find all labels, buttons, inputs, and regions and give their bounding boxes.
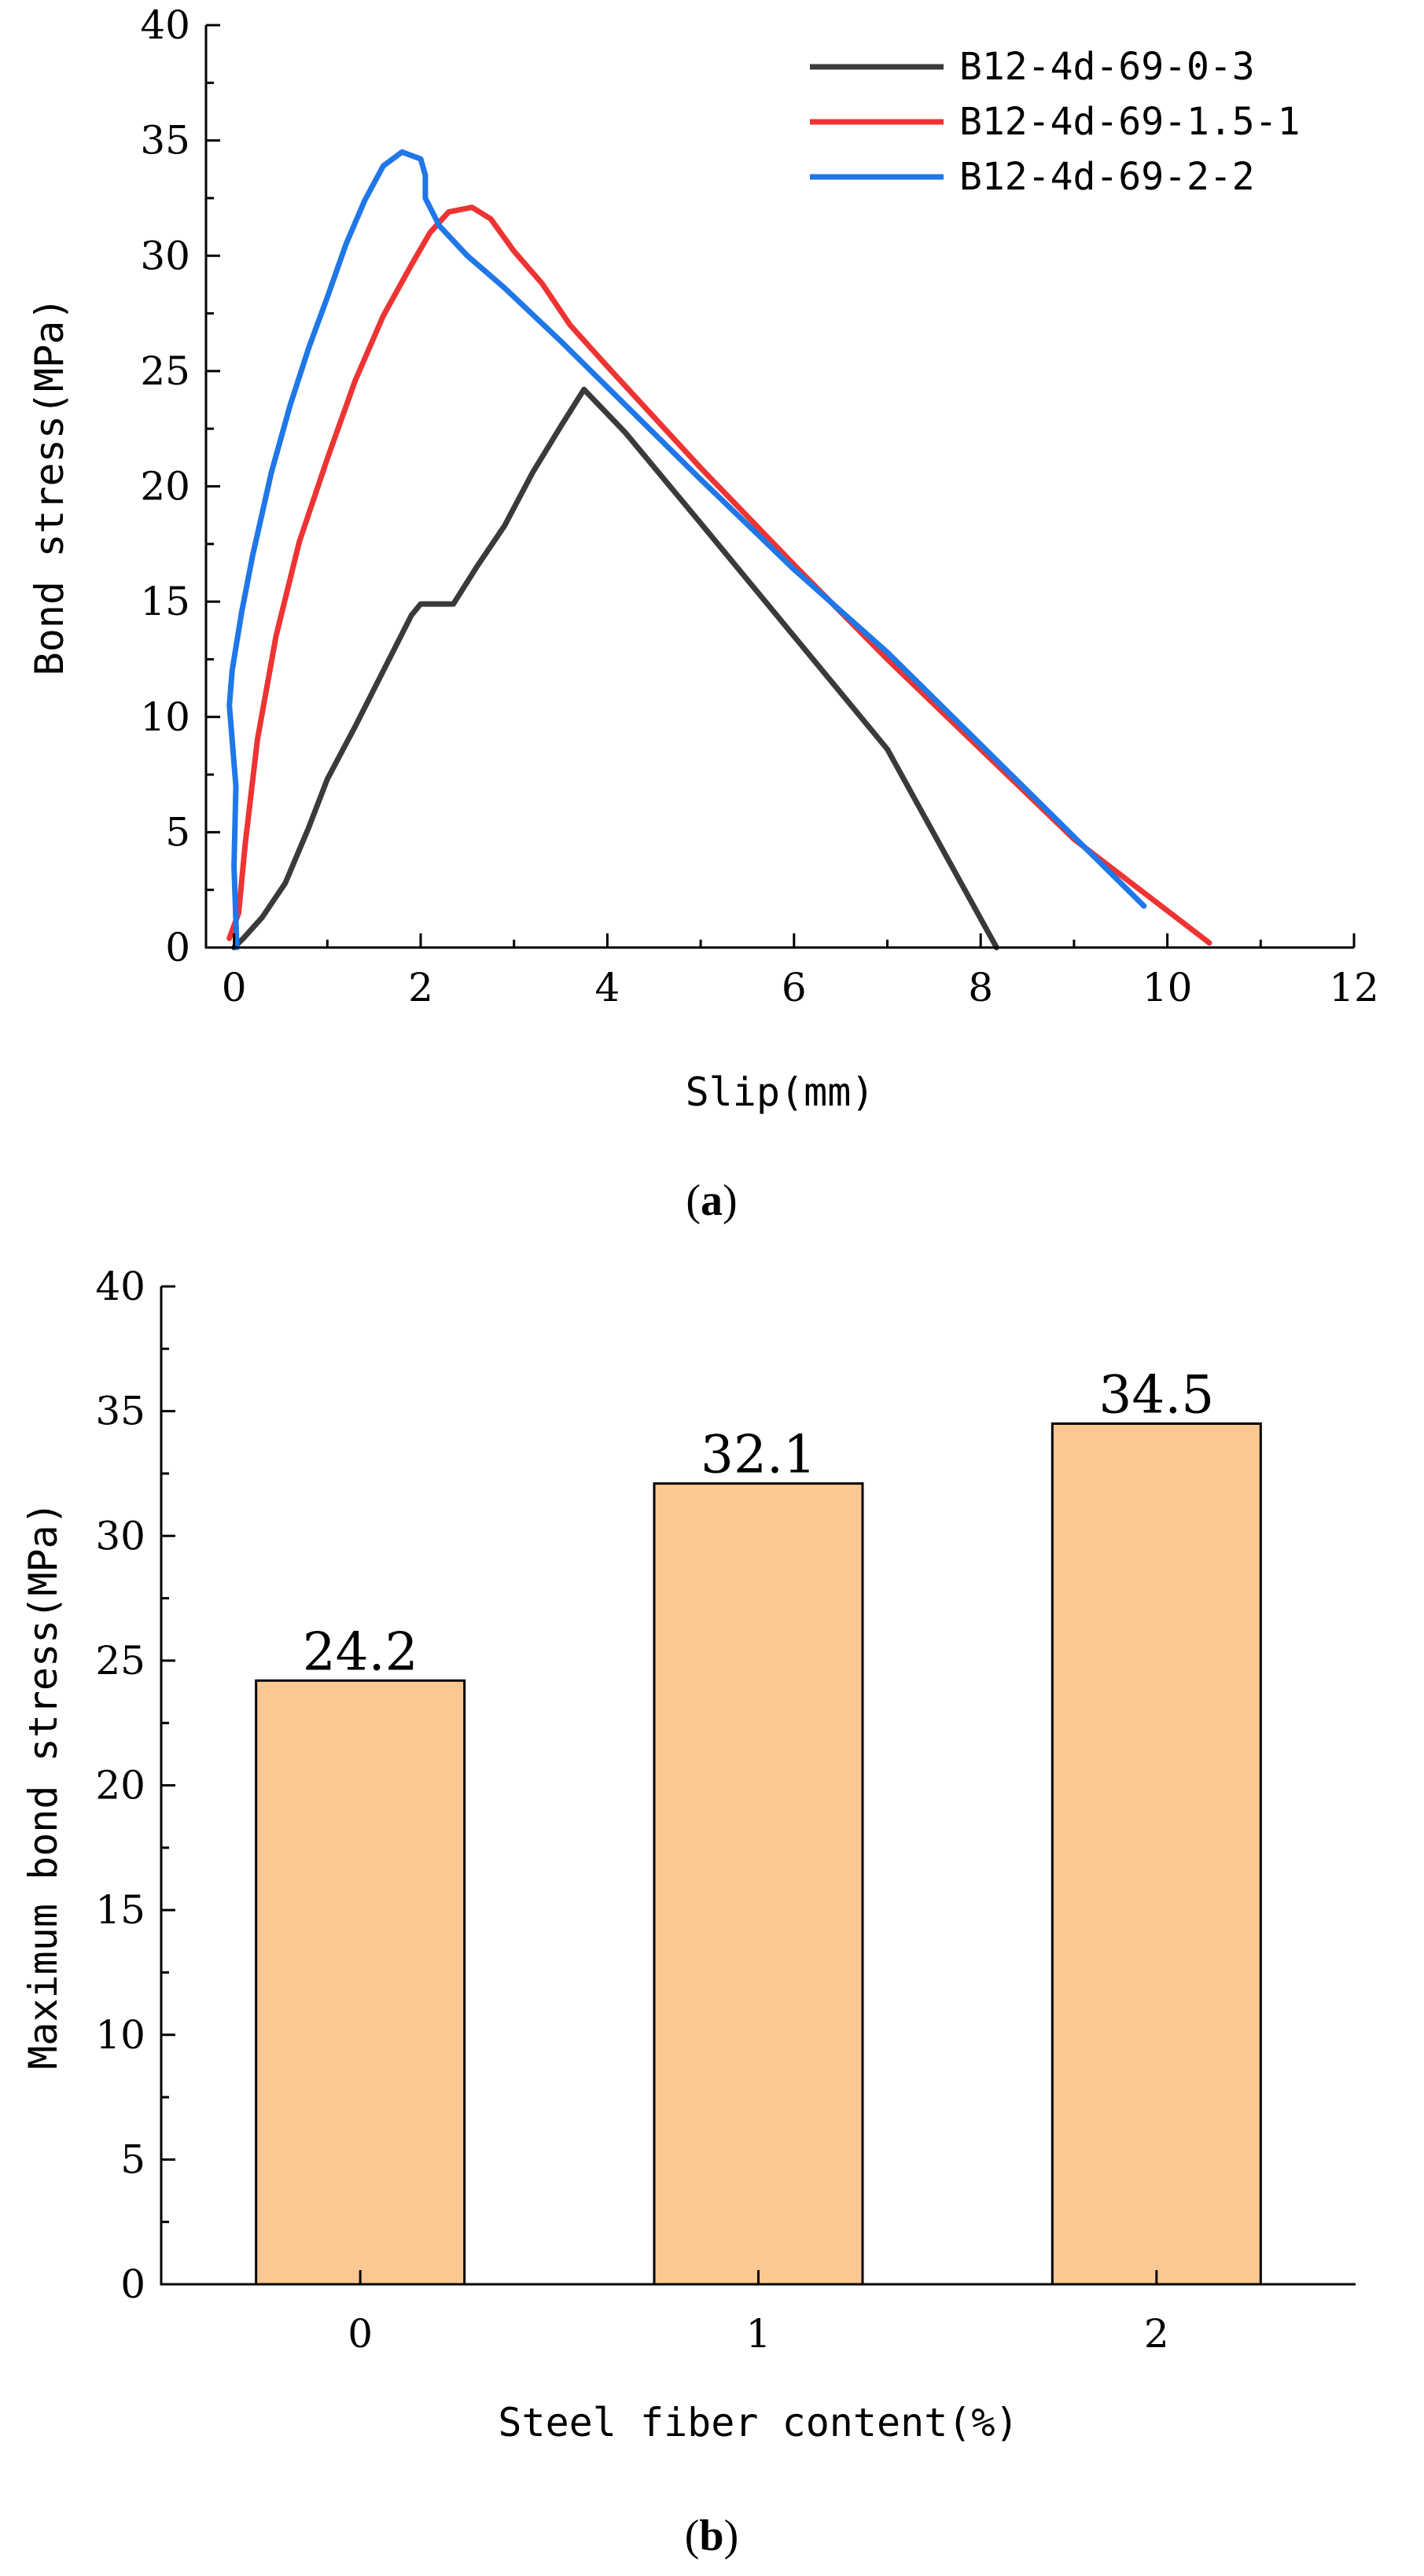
y-tick-label: 10 <box>95 2012 145 2058</box>
y-tick-label: 15 <box>140 579 190 624</box>
bar-2 <box>1051 1422 1262 2286</box>
y-tick-label: 20 <box>95 1763 145 1809</box>
y-tick-label: 5 <box>165 809 190 855</box>
y-tick-label: 20 <box>140 464 190 510</box>
bar-value-label: 32.1 <box>701 1425 816 1485</box>
panel-label-letter: b <box>699 2512 723 2560</box>
y-tick-label: 30 <box>140 233 190 278</box>
panel-label-letter: a <box>701 1176 723 1225</box>
x-tick-label: 0 <box>222 965 247 1010</box>
x-tick-label: 12 <box>1329 965 1379 1010</box>
panel-label-paren: ( <box>686 1176 701 1225</box>
panel-a-y-axis-title: Bond stress(MPa) <box>27 297 72 676</box>
panel-a-x-axis-title: Slip(mm) <box>686 1069 875 1115</box>
panel-label-paren: ) <box>723 1176 738 1225</box>
panel-b-y-axis-title: Maximum bond stress(MPa) <box>20 1501 66 2069</box>
x-tick-label: 2 <box>408 965 433 1010</box>
y-tick-label: 40 <box>140 2 190 48</box>
x-tick-label: 1 <box>746 2311 771 2357</box>
bar-1 <box>653 1482 864 2286</box>
x-tick-label: 8 <box>968 965 993 1010</box>
panel-label-paren: ( <box>685 2512 700 2560</box>
legend: B12-4d-69-0-3 B12-4d-69-1.5-1 B12-4d-69-2-… <box>810 45 1300 199</box>
line-series-group <box>226 149 1212 951</box>
x-tick-label: 4 <box>595 965 620 1010</box>
legend-label: B12-4d-69-0-3 <box>959 45 1255 89</box>
legend-label: B12-4d-69-1.5-1 <box>959 100 1300 144</box>
y-tick-label: 40 <box>95 1264 145 1309</box>
y-tick-label: 35 <box>140 118 190 164</box>
panel-b-ticks: 0 5 10 15 20 25 30 35 40 0 1 2 <box>95 1264 1168 2357</box>
y-tick-label: 25 <box>95 1638 145 1684</box>
panel-a-line-chart: 0 5 10 15 20 25 30 35 40 0 2 4 6 8 10 12 Slip(mm) Bond … <box>27 2 1379 1115</box>
x-tick-label: 2 <box>1144 2311 1169 2357</box>
panel-a-label: (a) <box>686 1176 737 1225</box>
panel-a-ticks: 0 5 10 15 20 25 30 35 40 0 2 4 6 8 10 12 <box>140 2 1378 1010</box>
bar-value-label: 24.2 <box>303 1621 418 1682</box>
y-tick-label: 0 <box>120 2261 145 2307</box>
series-line-2 <box>226 204 1212 946</box>
panel-label-paren: ) <box>724 2512 739 2560</box>
series-line-1 <box>231 386 999 951</box>
panel-b-label: (b) <box>685 2512 738 2560</box>
y-tick-label: 35 <box>95 1389 145 1434</box>
y-tick-label: 0 <box>165 925 190 970</box>
bar-value-label: 34.5 <box>1098 1364 1214 1425</box>
y-tick-label: 30 <box>95 1513 145 1558</box>
x-tick-label: 10 <box>1143 965 1193 1010</box>
bar-group: 24.2 32.1 34.5 <box>255 1364 1262 2286</box>
y-tick-label: 5 <box>120 2136 145 2182</box>
x-tick-label: 0 <box>348 2311 373 2357</box>
legend-label: B12-4d-69-2-2 <box>959 155 1255 199</box>
y-tick-label: 25 <box>140 348 190 394</box>
panel-b-bar-chart: 24.2 32.1 34.5 0 5 10 15 20 25 30 35 40 0 1 2 Steel f… <box>20 1264 1356 2445</box>
series-line-3 <box>226 149 1147 951</box>
panel-b-x-axis-title: Steel fiber content(%) <box>498 2400 1018 2445</box>
y-tick-label: 15 <box>95 1887 145 1933</box>
bar-0 <box>255 1679 466 2286</box>
y-tick-label: 10 <box>140 694 190 740</box>
x-tick-label: 6 <box>782 965 807 1010</box>
